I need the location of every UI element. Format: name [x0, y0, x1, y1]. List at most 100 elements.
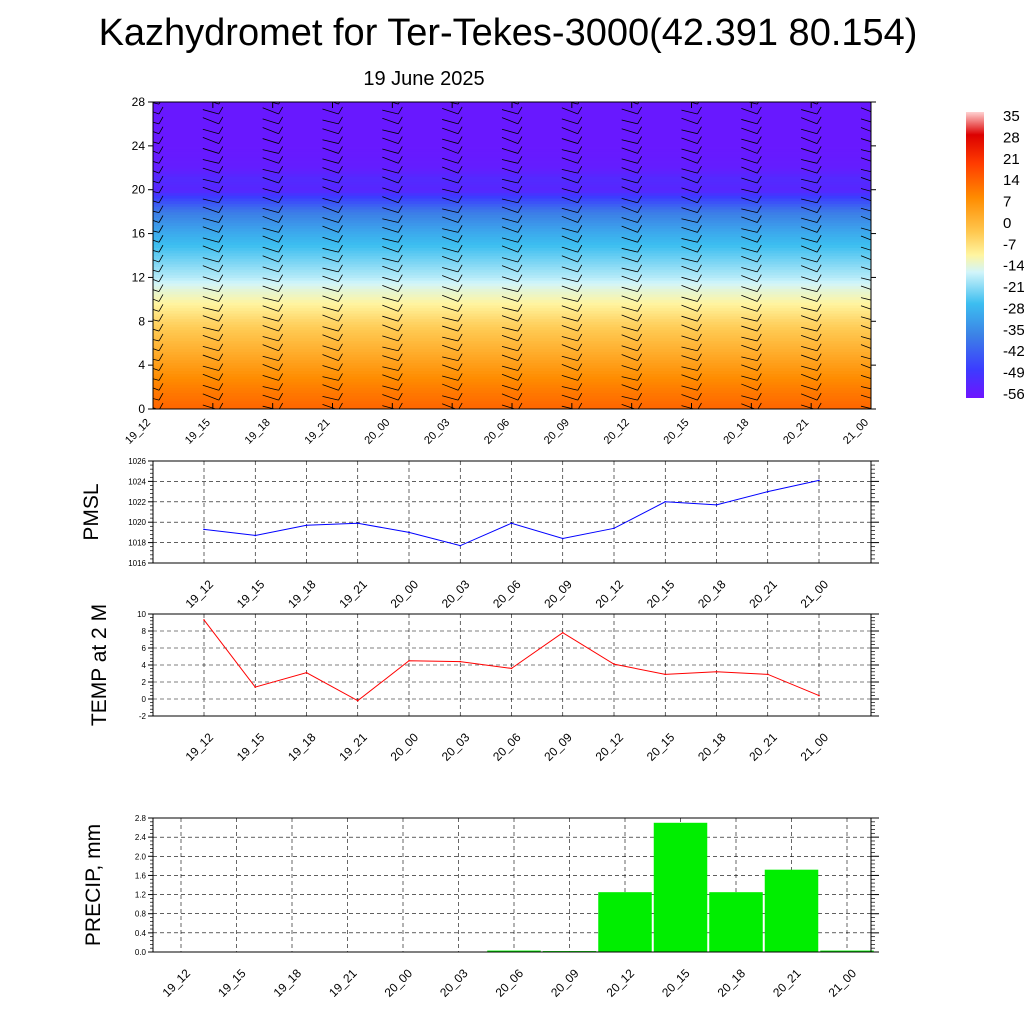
wind-barb [442, 106, 463, 115]
wind-barb [322, 304, 343, 312]
wind-barb [801, 205, 822, 214]
colorbar-label: 7 [1003, 194, 1011, 211]
wind-barb [262, 313, 284, 322]
wind-barb [322, 175, 343, 184]
wind-barb [501, 146, 523, 154]
heatmap-band [153, 329, 871, 333]
wind-barb [442, 146, 463, 154]
heatmap-band [153, 307, 871, 311]
wind-barb [442, 156, 463, 164]
wind-barb [860, 227, 871, 232]
wind-barb [262, 215, 284, 223]
precip-x-tick-label: 20_09 [548, 966, 582, 1000]
wind-barb [801, 274, 822, 283]
heatmap-band [153, 334, 871, 339]
wind-barbs [153, 102, 871, 409]
colorbar-label: 0 [1003, 215, 1011, 232]
wind-barb [501, 333, 523, 342]
wind-barb [801, 156, 822, 164]
wind-barb [322, 116, 343, 125]
wind-barb [621, 264, 643, 273]
precip-x-tick-label: 19_21 [326, 966, 360, 1000]
precip-x-tick-label: 20_00 [382, 966, 416, 1000]
precip-frame [152, 817, 872, 953]
wind-barb [153, 274, 164, 283]
temp-point [715, 671, 718, 673]
temp-point [203, 619, 205, 621]
wind-barb [442, 254, 463, 263]
wind-barb [621, 116, 643, 125]
heatmap-y-tick-label: 20 [132, 183, 146, 197]
wind-barb [322, 225, 343, 233]
wind-barb [322, 195, 343, 204]
wind-barb [442, 235, 463, 243]
wind-barb [621, 323, 643, 332]
wind-barb [801, 126, 822, 135]
wind-barb [741, 363, 762, 371]
precip-x-tick-label: 20_15 [659, 966, 693, 1000]
wind-barb [153, 116, 164, 125]
heatmap-x-tick-label: 20_09 [542, 417, 572, 447]
temp-point [613, 663, 615, 665]
wind-barb [153, 284, 164, 292]
heatmap-band [153, 348, 871, 353]
wind-barb [561, 323, 583, 332]
temp-point [356, 699, 359, 702]
temp-point [254, 686, 257, 688]
wind-barb [561, 136, 583, 144]
wind-barb [561, 215, 583, 223]
wind-barb [681, 156, 702, 164]
pmsl-point [254, 534, 257, 537]
heatmap-band [153, 112, 871, 117]
wind-barb [561, 156, 583, 164]
pmsl-point [305, 524, 308, 527]
pmsl-point [818, 479, 820, 482]
wind-barb [801, 254, 822, 263]
heatmap-y-tick-label: 12 [132, 270, 146, 284]
heatmap-band [153, 236, 871, 240]
wind-barb [382, 383, 403, 391]
wind-barb [382, 313, 403, 322]
wind-barb [741, 264, 762, 273]
heatmap-x-tick-label: 21_00 [841, 417, 871, 447]
heatmap-band [153, 351, 871, 355]
wind-barb [621, 126, 643, 135]
wind-barb [322, 106, 343, 115]
wind-barb [262, 235, 284, 243]
heatmap-band [153, 381, 871, 385]
heatmap-band [153, 293, 871, 298]
heatmap-band [153, 370, 871, 374]
wind-barb [621, 185, 643, 194]
wind-barb [501, 205, 523, 214]
wind-barb [681, 353, 702, 362]
wind-barb [741, 165, 762, 174]
colorbar-label: 28 [1003, 129, 1020, 146]
wind-barb [860, 157, 871, 162]
wind-barb [322, 185, 343, 194]
precip-bar [764, 869, 819, 952]
wind-barb [202, 323, 224, 332]
wind-barb [860, 215, 871, 221]
wind-barb [860, 305, 871, 310]
wind-barb [801, 323, 822, 332]
wind-barb [561, 343, 583, 352]
heatmap-band [153, 148, 871, 152]
wind-barb [801, 195, 822, 204]
precip-x-tick-label: 20_03 [437, 966, 471, 1000]
temp-x-tick-label: 20_18 [695, 730, 729, 764]
wind-barb [501, 195, 523, 204]
wind-barb [561, 313, 583, 322]
wind-barb [860, 375, 871, 379]
wind-barb [202, 225, 224, 233]
heatmap-band [153, 143, 871, 147]
wind-barb [153, 323, 164, 332]
wind-barb [262, 225, 284, 233]
heatmap-band [153, 206, 871, 210]
wind-barb [561, 254, 583, 263]
wind-barb [202, 235, 224, 243]
wind-barb [442, 175, 463, 184]
precip-y-tick-label: 0.0 [135, 948, 147, 957]
wind-barb [801, 343, 822, 352]
wind-barb [860, 149, 871, 153]
temp-y-tick-label: -2 [139, 712, 147, 721]
